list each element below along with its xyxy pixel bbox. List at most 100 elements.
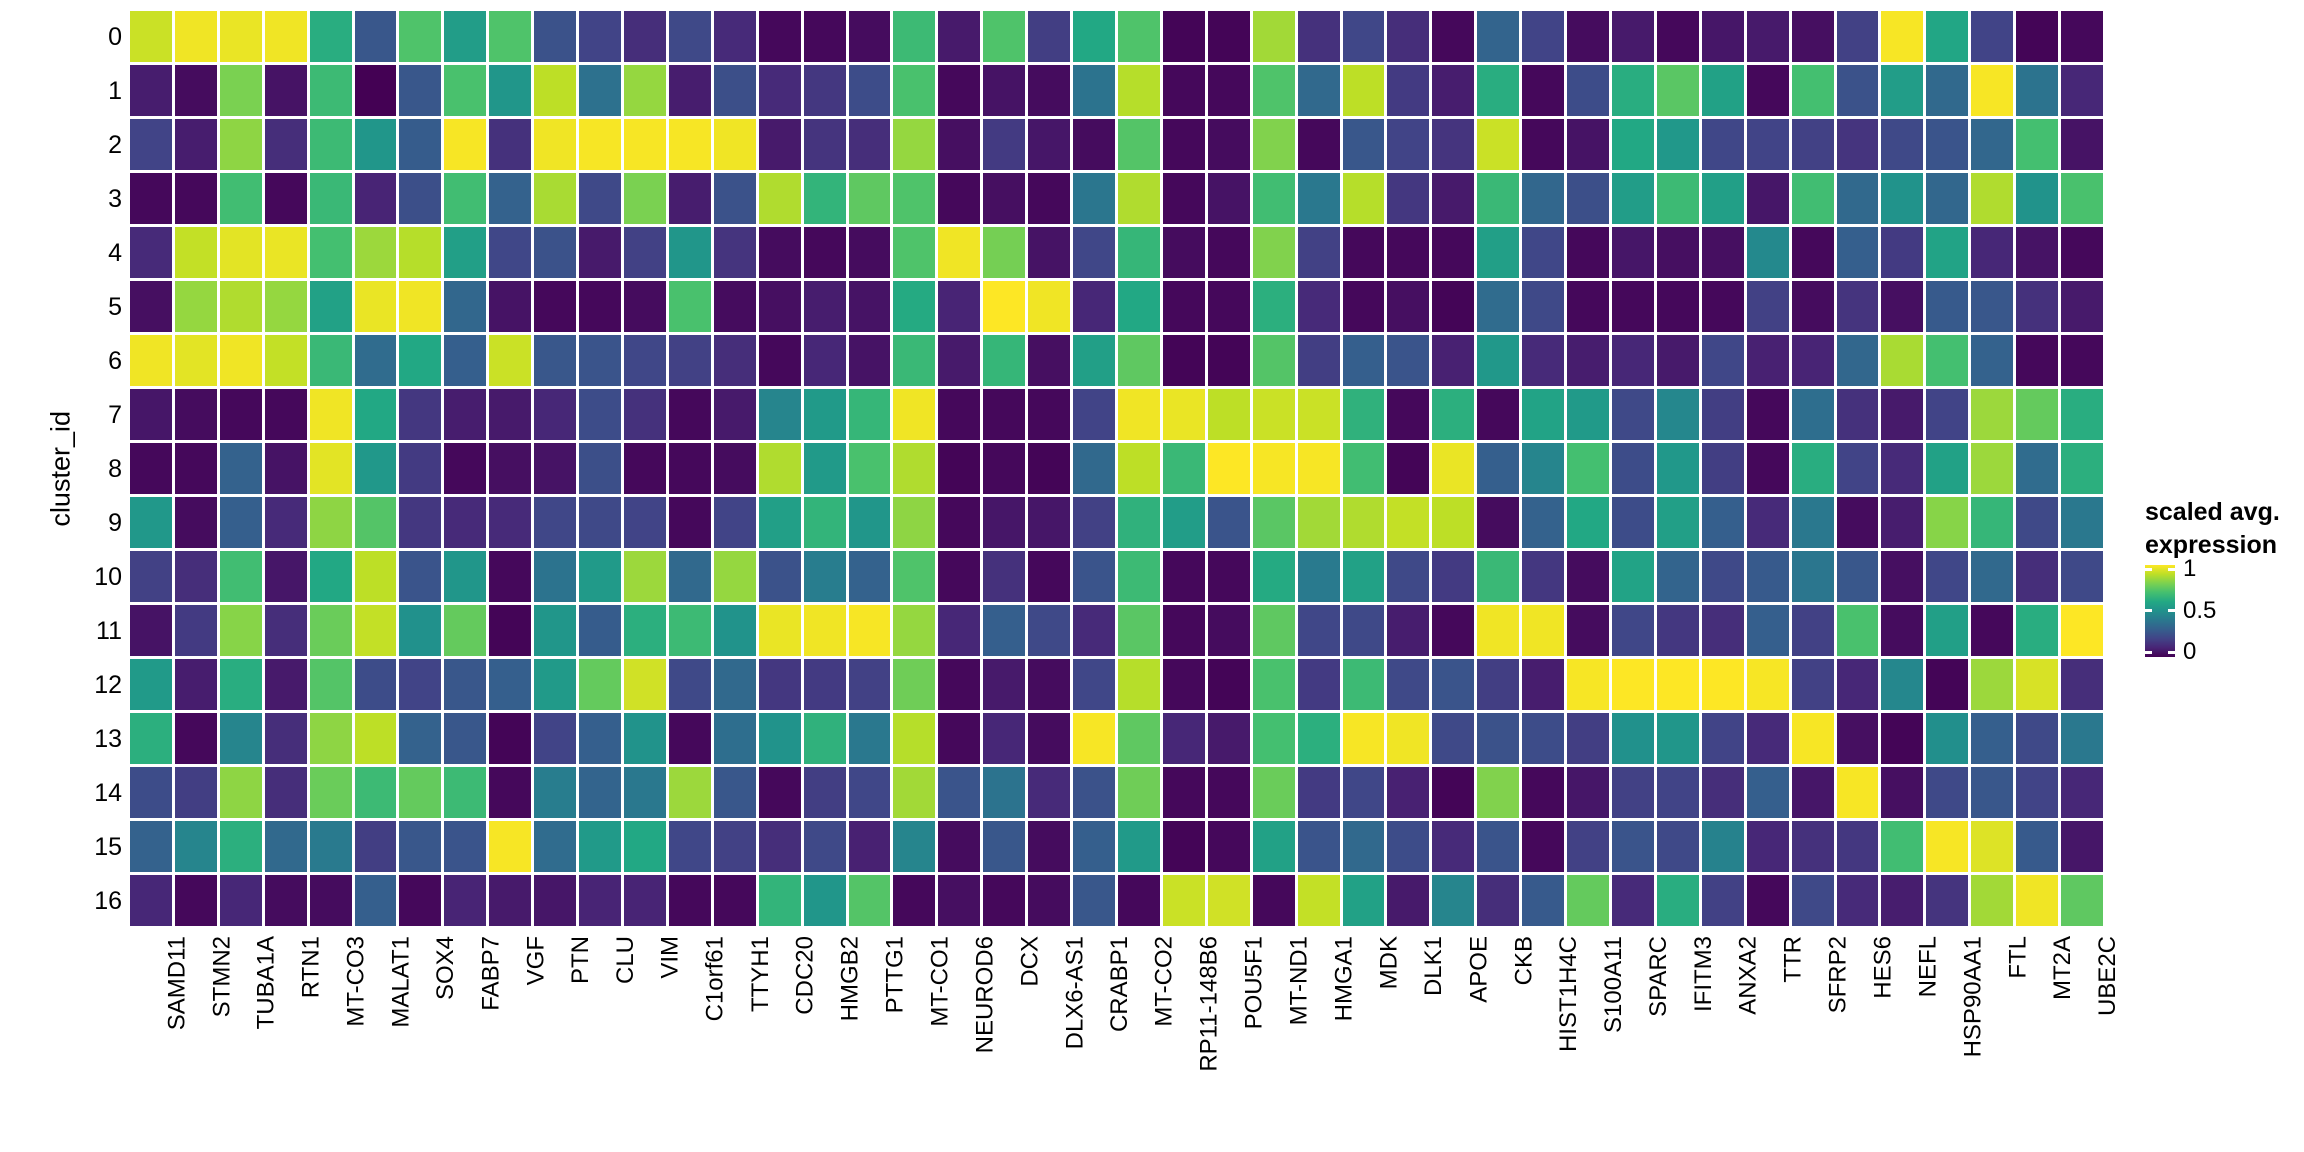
heatmap-cell: [1252, 713, 1295, 764]
heatmap-cell: [579, 389, 621, 440]
heatmap-cell: [1567, 443, 1609, 494]
heatmap-cell: [1746, 11, 1789, 62]
heatmap-cell: [1746, 335, 1789, 386]
heatmap-cell: [1252, 497, 1295, 548]
heatmap-cell: [624, 821, 666, 872]
heatmap-cell: [848, 767, 891, 818]
heatmap-cell: [668, 227, 711, 278]
x-axis-tick-label: RP11-148B6: [1195, 936, 1223, 1072]
heatmap-cell: [1791, 821, 1834, 872]
heatmap-cell: [219, 551, 262, 602]
heatmap-cell: [219, 389, 262, 440]
heatmap-cell: [2061, 443, 2103, 494]
x-axis-tick-label: SOX4: [432, 936, 460, 1001]
heatmap-cell: [1073, 551, 1115, 602]
heatmap-cell: [2061, 713, 2103, 764]
heatmap-cell: [1477, 659, 1520, 710]
heatmap-cell: [444, 119, 487, 170]
heatmap-cell: [668, 11, 711, 62]
heatmap-cell: [264, 65, 307, 116]
heatmap-cell: [534, 389, 577, 440]
heatmap-cell: [938, 119, 981, 170]
heatmap-cell: [1656, 119, 1699, 170]
heatmap-cell: [489, 119, 532, 170]
heatmap-cell: [309, 281, 352, 332]
heatmap-cell: [1701, 821, 1744, 872]
heatmap-cell: [938, 173, 981, 224]
heatmap-cell: [624, 173, 666, 224]
heatmap-cell: [1881, 65, 1924, 116]
heatmap-cell: [1252, 227, 1295, 278]
heatmap-cell: [1118, 119, 1160, 170]
heatmap-cell: [1432, 497, 1475, 548]
heatmap-cell: [264, 821, 307, 872]
heatmap-cell: [624, 335, 666, 386]
heatmap-cell: [534, 335, 577, 386]
heatmap-cell: [1791, 281, 1834, 332]
heatmap-cell: [399, 65, 442, 116]
x-axis-tick-label: MT-CO1: [926, 936, 954, 1027]
heatmap-cell: [1612, 11, 1654, 62]
heatmap-cell: [130, 119, 172, 170]
heatmap-cell: [1118, 389, 1160, 440]
y-axis-tick-label: 9: [108, 508, 122, 537]
heatmap-cell: [1881, 227, 1924, 278]
heatmap-cell: [1432, 119, 1475, 170]
x-axis-tick-label: MALAT1: [387, 936, 415, 1028]
heatmap-cell: [1073, 767, 1115, 818]
heatmap-cell: [1881, 659, 1924, 710]
heatmap-cell: [130, 173, 172, 224]
heatmap-cell: [1477, 119, 1520, 170]
heatmap-cell: [1432, 821, 1475, 872]
heatmap-cell: [1028, 173, 1071, 224]
heatmap-cell: [174, 713, 217, 764]
heatmap-cell: [938, 335, 981, 386]
x-axis-tick-label: RTN1: [297, 936, 325, 999]
heatmap-cell: [1118, 335, 1160, 386]
heatmap-cell: [1522, 713, 1565, 764]
heatmap-cell: [1387, 389, 1430, 440]
heatmap-cell: [130, 65, 172, 116]
heatmap-cell: [1926, 281, 1969, 332]
heatmap-cell: [1881, 767, 1924, 818]
heatmap-cell: [1297, 389, 1340, 440]
heatmap-cell: [1926, 11, 1969, 62]
heatmap-cell: [1118, 605, 1160, 656]
heatmap-cell: [1656, 227, 1699, 278]
heatmap-cell: [1656, 551, 1699, 602]
heatmap-cell: [1746, 821, 1789, 872]
heatmap-cell: [1701, 65, 1744, 116]
heatmap-cell: [1701, 227, 1744, 278]
heatmap-cell: [1926, 767, 1969, 818]
heatmap-cell: [1477, 605, 1520, 656]
heatmap-cell: [444, 713, 487, 764]
heatmap-cell: [174, 119, 217, 170]
heatmap-cell: [489, 767, 532, 818]
heatmap-cell: [1881, 605, 1924, 656]
heatmap-cell: [893, 389, 936, 440]
heatmap-cell: [1791, 119, 1834, 170]
heatmap-cell: [803, 227, 846, 278]
heatmap-cell: [713, 65, 756, 116]
heatmap-cell: [1432, 659, 1475, 710]
x-axis-tick-label: ANXA2: [1734, 936, 1762, 1015]
heatmap-cell: [309, 497, 352, 548]
heatmap-cell: [534, 281, 577, 332]
y-axis-tick-label: 1: [108, 76, 122, 105]
heatmap-cell: [1701, 767, 1744, 818]
heatmap-cell: [219, 497, 262, 548]
heatmap-cell: [668, 119, 711, 170]
heatmap-cell: [1746, 497, 1789, 548]
heatmap-cell: [1612, 605, 1654, 656]
heatmap-cell: [1297, 227, 1340, 278]
heatmap-cell: [579, 227, 621, 278]
heatmap-cell: [1477, 497, 1520, 548]
heatmap-cell: [2061, 335, 2103, 386]
heatmap-cell: [938, 65, 981, 116]
heatmap-cell: [219, 335, 262, 386]
heatmap-cell: [713, 335, 756, 386]
heatmap-cell: [758, 551, 801, 602]
heatmap-cell: [1656, 713, 1699, 764]
heatmap-cell: [174, 443, 217, 494]
heatmap-cell: [1836, 713, 1879, 764]
